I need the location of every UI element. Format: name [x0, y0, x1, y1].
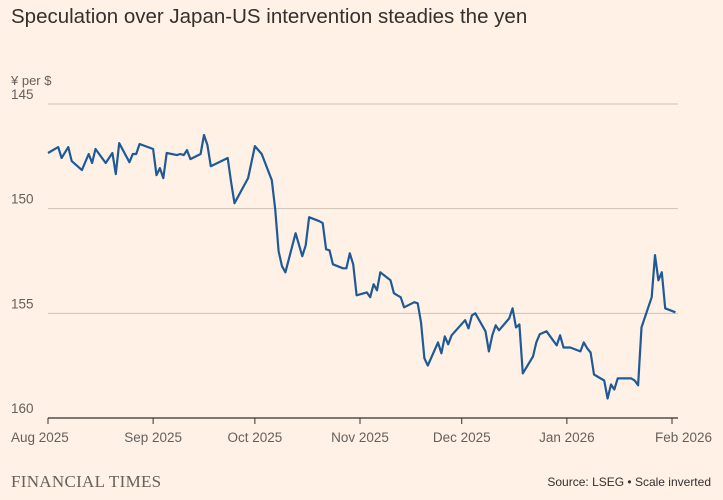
source-note: Source: LSEG • Scale inverted	[547, 475, 711, 489]
y-tick-label: 160	[11, 401, 34, 416]
chart-title: Speculation over Japan-US intervention s…	[11, 5, 528, 28]
x-tick-label: Nov 2025	[331, 430, 389, 445]
ft-logo: FINANCIAL TIMES	[11, 472, 162, 491]
x-tick-label: Feb 2026	[655, 430, 712, 445]
y-axis-unit-label: ¥ per $	[11, 73, 52, 88]
x-tick-label: Aug 2025	[11, 430, 69, 445]
x-tick-label: Jan 2026	[539, 430, 595, 445]
x-tick-label: Dec 2025	[433, 430, 491, 445]
yen-line-series	[47, 133, 676, 400]
y-tick-label: 155	[11, 296, 34, 311]
line-chart: 145 150 155 160 Aug 2025 Sep 2025 Oct 2025 Nov …	[11, 87, 712, 445]
x-tick-label: Sep 2025	[124, 430, 182, 445]
y-tick-label: 150	[11, 192, 34, 207]
x-tick-label: Oct 2025	[227, 430, 282, 445]
y-tick-label: 145	[11, 87, 34, 102]
